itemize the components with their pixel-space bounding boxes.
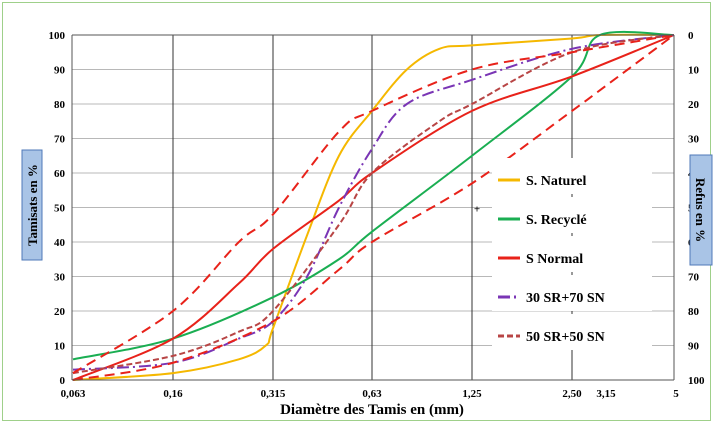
- y-axis-left-label: Tamisats en %: [25, 164, 40, 246]
- x-tick-label: 1,25: [462, 388, 482, 400]
- y-tick-right-label: 90: [688, 341, 700, 353]
- series-lines: +: [72, 30, 675, 381]
- y-tick-left-label: 0: [60, 375, 66, 387]
- x-axis-label: Diamètre des Tamis en (mm): [280, 402, 464, 418]
- y-tick-left-label: 50: [54, 203, 66, 215]
- series-line: [72, 33, 675, 381]
- axes: [71, 34, 675, 381]
- series-line: [72, 34, 675, 375]
- series-line: [72, 34, 675, 381]
- x-tick-label: 0,063: [61, 388, 86, 400]
- x-tick-label: 2,50: [562, 388, 582, 400]
- legend-item-bg: [492, 275, 652, 311]
- series-line: [72, 34, 675, 371]
- x-tick-label: 5: [673, 388, 679, 400]
- series-line: [72, 34, 675, 381]
- legend-label: S Normal: [526, 252, 583, 267]
- legend-label: S. Recyclé: [526, 213, 587, 228]
- legend-label: S. Naturel: [526, 174, 587, 189]
- x-tick-label: 0,16: [163, 388, 183, 400]
- legend-label: 50 SR+50 SN: [526, 330, 605, 345]
- y-tick-left-label: 70: [54, 134, 66, 146]
- y-tick-left-label: 40: [54, 237, 66, 249]
- y-tick-right-label: 0: [688, 30, 694, 42]
- y-tick-left-label: 80: [54, 99, 66, 111]
- y-tick-right-label: 70: [688, 272, 700, 284]
- y-tick-left-label: 90: [54, 65, 66, 77]
- y-tick-right-label: 10: [688, 65, 700, 77]
- y-axis-right-label-box: Refus en %: [689, 154, 713, 266]
- legend: S. Naturel S. Recyclé S Normal 30 SR+70 SN 5…: [492, 158, 652, 350]
- legend-item-bg: [492, 236, 652, 272]
- y-tick-right-label: 30: [688, 134, 700, 146]
- y-tick-left-label: 10: [54, 341, 66, 353]
- legend-item-bg: [492, 158, 652, 194]
- y-tick-right-label: 100: [688, 375, 705, 387]
- x-tick-label: 0,63: [362, 388, 382, 400]
- series-line: [72, 34, 675, 374]
- y-tick-right-label: 20: [688, 99, 700, 111]
- y-tick-left-label: 20: [54, 306, 66, 318]
- y-axis-left-label-box: Tamisats en %: [21, 149, 43, 261]
- x-tick-label: 0,315: [261, 388, 286, 400]
- legend-item-bg: [492, 197, 652, 233]
- y-tick-left-label: 100: [49, 30, 66, 42]
- y-tick-left-label: 60: [54, 168, 66, 180]
- x-tick-label: 3,15: [596, 388, 616, 400]
- annotation: +: [474, 204, 480, 216]
- y-axis-right-label: Refus en %: [693, 178, 708, 242]
- legend-label: 30 SR+70 SN: [526, 291, 605, 306]
- y-tick-right-label: 80: [688, 306, 700, 318]
- y-tick-left-label: 30: [54, 272, 66, 284]
- legend-item-bg: [492, 314, 652, 350]
